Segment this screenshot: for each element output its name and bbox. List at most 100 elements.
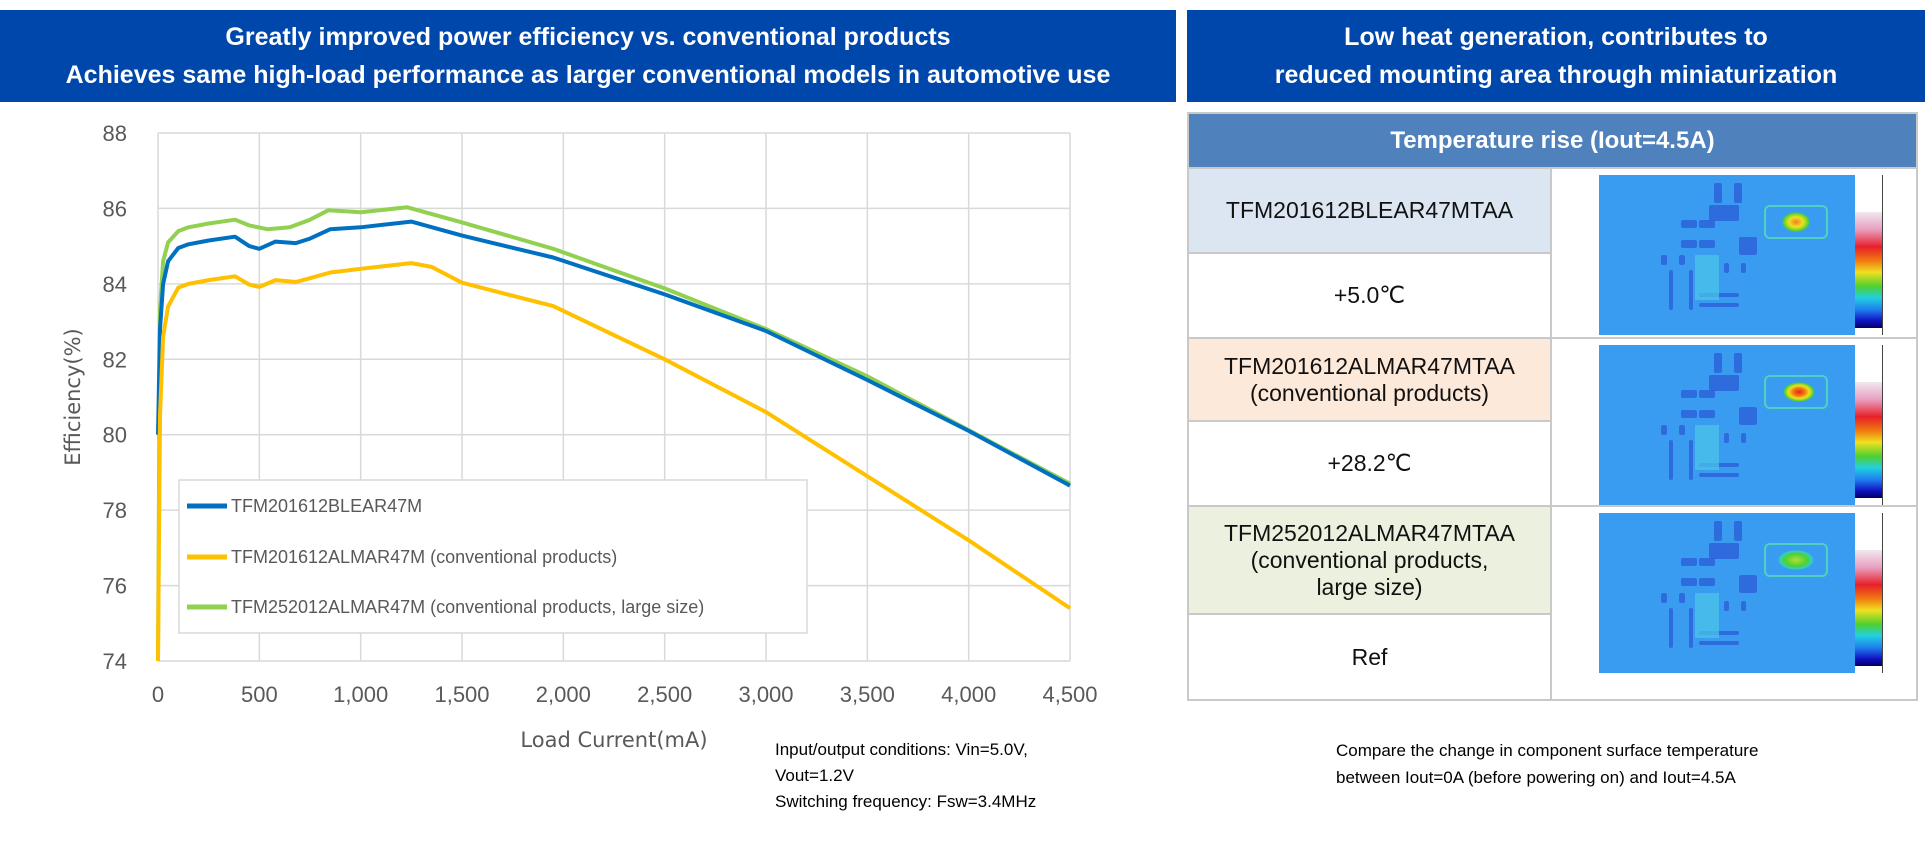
temperature-rise-value: +5.0℃ bbox=[1187, 252, 1552, 339]
component-shadow bbox=[1699, 240, 1715, 248]
component-shadow bbox=[1669, 608, 1673, 648]
component-shadow bbox=[1699, 473, 1739, 477]
thermal-image bbox=[1599, 345, 1855, 505]
legend-label: TFM201612ALMAR47M (conventional products… bbox=[231, 547, 617, 567]
efficiency-banner: Greatly improved power efficiency vs. co… bbox=[0, 10, 1176, 102]
color-scale-bar bbox=[1855, 382, 1882, 498]
component-shadow bbox=[1699, 220, 1715, 228]
thermal-image-cell bbox=[1550, 167, 1918, 339]
product-name-cell: TFM201612ALMAR47MTAA (conventional produc… bbox=[1187, 337, 1552, 422]
component-shadow bbox=[1669, 270, 1673, 310]
color-scale-bar bbox=[1855, 550, 1882, 666]
x-tick-label: 1,000 bbox=[333, 682, 388, 707]
heat-banner: Low heat generation, contributes to redu… bbox=[1187, 10, 1925, 102]
test-conditions: Input/output conditions: Vin=5.0V, Vout=… bbox=[775, 737, 1036, 815]
component-shadow bbox=[1689, 440, 1693, 480]
component-shadow bbox=[1709, 543, 1739, 559]
component-shadow bbox=[1699, 463, 1739, 467]
x-tick-label: 3,000 bbox=[738, 682, 793, 707]
component-shadow bbox=[1699, 641, 1739, 645]
product-name: TFM201612ALMAR47MTAA bbox=[1223, 352, 1515, 379]
y-tick-label: 82 bbox=[103, 347, 127, 372]
component-shadow bbox=[1699, 410, 1715, 418]
thermal-image bbox=[1599, 513, 1855, 673]
x-tick-label: 500 bbox=[241, 682, 278, 707]
hotspot bbox=[1764, 205, 1828, 239]
y-tick-label: 80 bbox=[103, 423, 127, 448]
component-shadow bbox=[1681, 220, 1697, 228]
divider bbox=[1882, 175, 1883, 335]
condition-line: Vout=1.2V bbox=[775, 766, 854, 785]
component-shadow bbox=[1724, 601, 1729, 611]
hotspot bbox=[1764, 375, 1828, 409]
divider bbox=[1882, 345, 1883, 505]
y-tick-label: 84 bbox=[103, 272, 127, 297]
y-tick-label: 78 bbox=[103, 498, 127, 523]
product-name: TFM201612BLEAR47MTAA bbox=[1225, 197, 1514, 223]
color-scale-bar bbox=[1855, 212, 1882, 328]
product-name-cell: TFM201612BLEAR47MTAA bbox=[1187, 167, 1552, 254]
component-shadow bbox=[1739, 237, 1757, 255]
y-tick-label: 74 bbox=[103, 649, 127, 674]
legend: TFM201612BLEAR47M TFM201612ALMAR47M (con… bbox=[178, 479, 808, 634]
component-shadow bbox=[1724, 263, 1729, 273]
component-shadow bbox=[1699, 558, 1715, 566]
x-tick-label: 2,000 bbox=[536, 682, 591, 707]
product-note: (conventional products) bbox=[1249, 379, 1490, 406]
series-line-0 bbox=[156, 219, 1071, 488]
efficiency-chart: 74 76 78 80 82 84 86 88 0 500 1,000 1,500 2,000 2,50… bbox=[61, 121, 1098, 752]
series-line-2 bbox=[156, 205, 1071, 662]
component-shadow bbox=[1714, 183, 1722, 203]
x-tick-label: 2,500 bbox=[637, 682, 692, 707]
component-shadow bbox=[1681, 240, 1697, 248]
component-shadow bbox=[1739, 575, 1757, 593]
y-tick-label: 76 bbox=[103, 574, 127, 599]
banner-title: Greatly improved power efficiency vs. co… bbox=[225, 23, 951, 51]
component-shadow bbox=[1741, 601, 1746, 611]
note-line: between Iout=0A (before powering on) and… bbox=[1336, 768, 1736, 787]
component-shadow bbox=[1709, 205, 1739, 221]
series-line-1 bbox=[156, 261, 1072, 662]
component-shadow bbox=[1669, 440, 1673, 480]
y-axis-label: Efficiency(%) bbox=[61, 328, 85, 466]
component-shadow bbox=[1661, 255, 1667, 265]
component-shadow bbox=[1681, 578, 1697, 586]
x-tick-label: 4,500 bbox=[1042, 682, 1097, 707]
condition-line: Switching frequency: Fsw=3.4MHz bbox=[775, 792, 1037, 811]
component-shadow bbox=[1699, 293, 1739, 297]
x-tick-label: 1,500 bbox=[434, 682, 489, 707]
thermal-image bbox=[1599, 175, 1855, 335]
x-tick-label: 4,000 bbox=[941, 682, 996, 707]
condition-line: Input/output conditions: Vin=5.0V, bbox=[775, 740, 1028, 759]
x-tick-label: 3,500 bbox=[840, 682, 895, 707]
table-header: Temperature rise (Iout=4.5A) bbox=[1187, 112, 1918, 169]
component-shadow bbox=[1679, 593, 1685, 603]
thermal-image-cell bbox=[1550, 505, 1918, 701]
x-tick-label: 0 bbox=[152, 682, 164, 707]
note-line: Compare the change in component surface … bbox=[1336, 741, 1759, 760]
component-shadow bbox=[1661, 425, 1667, 435]
legend-label: TFM252012ALMAR47M (conventional products… bbox=[231, 597, 704, 617]
y-tick-label: 88 bbox=[103, 121, 127, 146]
thermal-image-cell bbox=[1550, 337, 1918, 507]
legend-label: TFM201612BLEAR47M bbox=[231, 496, 422, 516]
component-shadow bbox=[1681, 390, 1697, 398]
component-shadow bbox=[1699, 578, 1715, 586]
hotspot bbox=[1764, 543, 1828, 577]
component-shadow bbox=[1734, 353, 1742, 373]
temperature-table: Temperature rise (Iout=4.5A) TFM201612BL… bbox=[1187, 112, 1918, 701]
x-axis-label: Load Current(mA) bbox=[520, 728, 707, 752]
component-shadow bbox=[1699, 390, 1715, 398]
ic-pad bbox=[1695, 255, 1719, 300]
temperature-rise-value: +28.2℃ bbox=[1187, 420, 1552, 507]
component-shadow bbox=[1681, 558, 1697, 566]
component-shadow bbox=[1699, 631, 1739, 635]
component-shadow bbox=[1689, 270, 1693, 310]
component-shadow bbox=[1681, 410, 1697, 418]
component-shadow bbox=[1661, 593, 1667, 603]
product-note: (conventional products, bbox=[1250, 546, 1489, 573]
banner-subtitle: reduced mounting area through miniaturiz… bbox=[1274, 61, 1838, 89]
component-shadow bbox=[1739, 407, 1757, 425]
table-note: Compare the change in component surface … bbox=[1336, 737, 1758, 791]
component-shadow bbox=[1679, 255, 1685, 265]
